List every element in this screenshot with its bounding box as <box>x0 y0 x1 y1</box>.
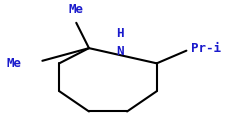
Text: H: H <box>116 27 123 40</box>
Text: Me: Me <box>69 3 84 16</box>
Text: Me: Me <box>6 57 21 70</box>
Text: Pr-i: Pr-i <box>191 42 221 55</box>
Text: N: N <box>116 45 123 58</box>
